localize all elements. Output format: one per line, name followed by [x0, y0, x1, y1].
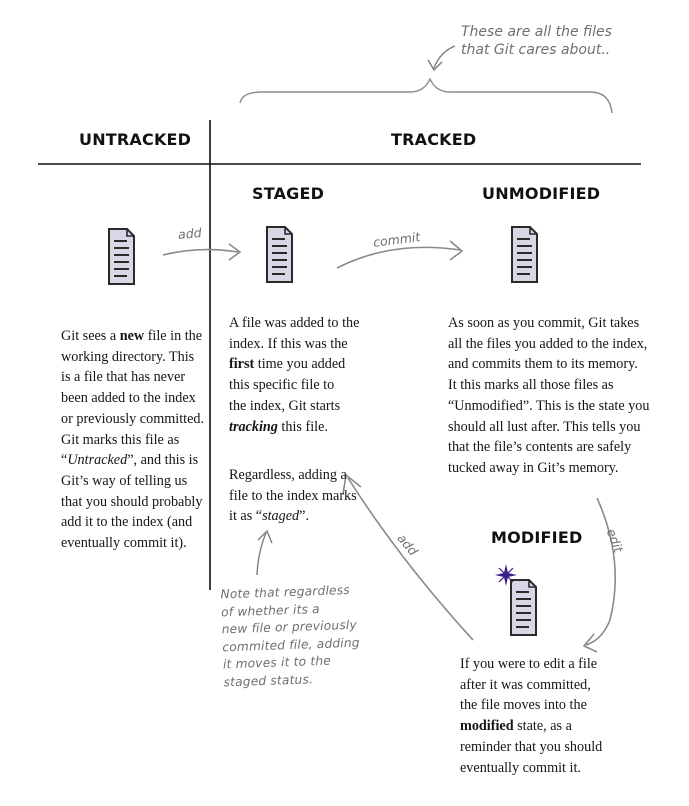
- unmodified-description: As soon as you commit, Git takes all the…: [448, 313, 663, 479]
- document-icon: [266, 226, 293, 283]
- document-icon: [108, 228, 135, 285]
- edit-arrow: [585, 497, 617, 646]
- note-bottom: Note that regardless of whether its a ne…: [220, 582, 361, 692]
- emphasis-new: new: [119, 328, 145, 344]
- emphasis-first: first: [229, 356, 255, 373]
- text-line: “Untracked”, and this is: [61, 452, 199, 469]
- header-untracked: UNTRACKED: [79, 130, 192, 149]
- text-line: or previously committed.: [61, 410, 205, 427]
- text-line: eventually commit it.: [460, 759, 581, 776]
- tracked-brace: [239, 77, 613, 114]
- add-back-arrowhead: [342, 473, 362, 495]
- text-line: is a file that has never: [61, 369, 186, 386]
- text-line: working directory. This: [61, 348, 195, 365]
- text-line: that the file’s contents are safely: [448, 439, 632, 456]
- text-line: should all lust after. This tells you: [448, 418, 641, 435]
- text-line: tucked away in Git’s memory.: [448, 459, 619, 476]
- text-line: Regardless, adding a: [229, 467, 347, 483]
- add-arrow: [162, 248, 239, 256]
- note-arrowhead: [257, 529, 273, 544]
- text-line: this specific file to: [229, 377, 335, 394]
- text-line: Git’s way of telling us: [61, 472, 188, 489]
- text-line: been added to the index: [61, 390, 196, 407]
- emphasis-tracking: tracking: [229, 418, 278, 435]
- text-line: the file moves into the: [460, 697, 587, 714]
- text-line: eventually commit it).: [61, 535, 187, 552]
- text-line: A file was added to the: [229, 315, 360, 331]
- header-tracked: TRACKED: [391, 130, 477, 149]
- text-line: “Unmodified”. This is the state you: [448, 397, 650, 414]
- add-back-arrow: [347, 477, 474, 641]
- header-modified: MODIFIED: [491, 528, 583, 547]
- label-add: add: [177, 225, 203, 242]
- add-arrowhead: [228, 243, 242, 261]
- staged-description: A file was added to the index. If this w…: [229, 313, 369, 437]
- emphasis-modified: modified: [460, 718, 514, 735]
- text-line: Git sees a new file in the: [61, 328, 203, 344]
- document-icon: [511, 226, 538, 283]
- text-line: It this marks all those files as: [448, 377, 614, 394]
- text-line: add it to the index (and: [61, 514, 193, 531]
- document-icon: [510, 579, 537, 636]
- edit-arrowhead: [582, 633, 598, 653]
- staged-regardless: Regardless, adding a file to the index m…: [229, 465, 369, 527]
- untracked-description: Git sees a new file in the working direc…: [61, 326, 209, 554]
- modified-description: If you were to edit a file after it was …: [460, 654, 640, 778]
- annotation-line: that Git cares about..: [461, 42, 611, 58]
- text-line: first time you added: [229, 356, 346, 373]
- note-arrow: [256, 532, 267, 576]
- text-line: As soon as you commit, Git takes: [448, 315, 640, 331]
- text-line: reminder that you should: [460, 738, 603, 755]
- text-line: file to the index marks: [229, 487, 357, 504]
- annotation-line: These are all the files: [461, 24, 612, 40]
- text-line: index. If this was the: [229, 335, 348, 352]
- text-line: the index, Git starts: [229, 397, 341, 414]
- text-line: modified state, as a: [460, 718, 572, 735]
- annotation-top: These are all the files that Git cares a…: [461, 23, 612, 59]
- emphasis-staged: staged: [262, 508, 300, 525]
- commit-arrowhead: [449, 240, 464, 261]
- text-line: If you were to edit a file: [460, 656, 598, 672]
- annotation-arrow: [433, 45, 456, 69]
- annotation-arrowhead: [427, 59, 443, 72]
- emphasis-untracked: Untracked: [67, 452, 128, 469]
- text-line: tracking this file.: [229, 418, 328, 435]
- text-line: after it was committed,: [460, 676, 591, 693]
- text-line: it as “staged”.: [229, 508, 309, 525]
- text-line: that you should probably: [61, 493, 203, 510]
- header-unmodified: UNMODIFIED: [482, 184, 601, 203]
- sparkle-icon: [495, 564, 517, 586]
- text-line: Git marks this file as: [61, 431, 180, 448]
- header-staged: STAGED: [252, 184, 325, 203]
- text-line: all the files you added to the index,: [448, 335, 648, 352]
- text-line: and commits them to its memory.: [448, 356, 638, 373]
- commit-arrow: [336, 246, 461, 269]
